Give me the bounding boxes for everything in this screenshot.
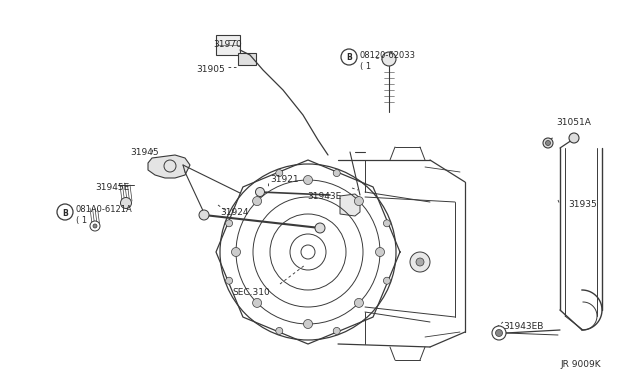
Circle shape: [383, 277, 390, 284]
Circle shape: [225, 277, 232, 284]
Text: 31945: 31945: [130, 148, 159, 157]
Circle shape: [545, 141, 550, 145]
Circle shape: [376, 247, 385, 257]
Circle shape: [199, 210, 209, 220]
Circle shape: [303, 176, 312, 185]
Text: 31921: 31921: [270, 175, 299, 184]
Circle shape: [355, 298, 364, 307]
Text: ( 1: ( 1: [76, 217, 87, 225]
Text: SEC.310: SEC.310: [232, 288, 269, 297]
Text: B: B: [62, 208, 68, 218]
Text: 081A0-6121A: 081A0-6121A: [76, 205, 132, 215]
Circle shape: [225, 220, 232, 227]
Text: 31943E: 31943E: [307, 192, 341, 201]
Text: B: B: [346, 54, 352, 62]
Text: 31935: 31935: [568, 200, 596, 209]
Circle shape: [315, 223, 325, 233]
Circle shape: [232, 247, 241, 257]
Bar: [238, 53, 256, 65]
Circle shape: [90, 221, 100, 231]
Circle shape: [382, 52, 396, 66]
Circle shape: [253, 196, 262, 206]
Circle shape: [255, 187, 264, 196]
Polygon shape: [340, 194, 360, 216]
Circle shape: [543, 138, 553, 148]
Circle shape: [93, 224, 97, 228]
Text: 31970: 31970: [213, 40, 242, 49]
Circle shape: [276, 327, 283, 334]
Circle shape: [383, 220, 390, 227]
Polygon shape: [148, 155, 190, 178]
Text: ( 1: ( 1: [360, 61, 371, 71]
Bar: [216, 35, 240, 55]
Circle shape: [303, 320, 312, 328]
Circle shape: [276, 170, 283, 177]
Circle shape: [410, 252, 430, 272]
Circle shape: [253, 298, 262, 307]
Circle shape: [492, 326, 506, 340]
Text: 31051A: 31051A: [556, 118, 591, 127]
Circle shape: [120, 198, 131, 208]
Text: JR 9009K: JR 9009K: [560, 360, 600, 369]
Text: 31905: 31905: [196, 65, 225, 74]
Circle shape: [569, 133, 579, 143]
Circle shape: [333, 327, 340, 334]
Circle shape: [57, 204, 73, 220]
Text: 08120-62033: 08120-62033: [360, 51, 416, 60]
Circle shape: [355, 196, 364, 206]
Text: 31943EB: 31943EB: [503, 322, 543, 331]
Circle shape: [341, 49, 357, 65]
Text: 31945E: 31945E: [95, 183, 129, 192]
Circle shape: [333, 170, 340, 177]
Circle shape: [416, 258, 424, 266]
Text: 31924: 31924: [220, 208, 248, 217]
Circle shape: [495, 330, 502, 337]
